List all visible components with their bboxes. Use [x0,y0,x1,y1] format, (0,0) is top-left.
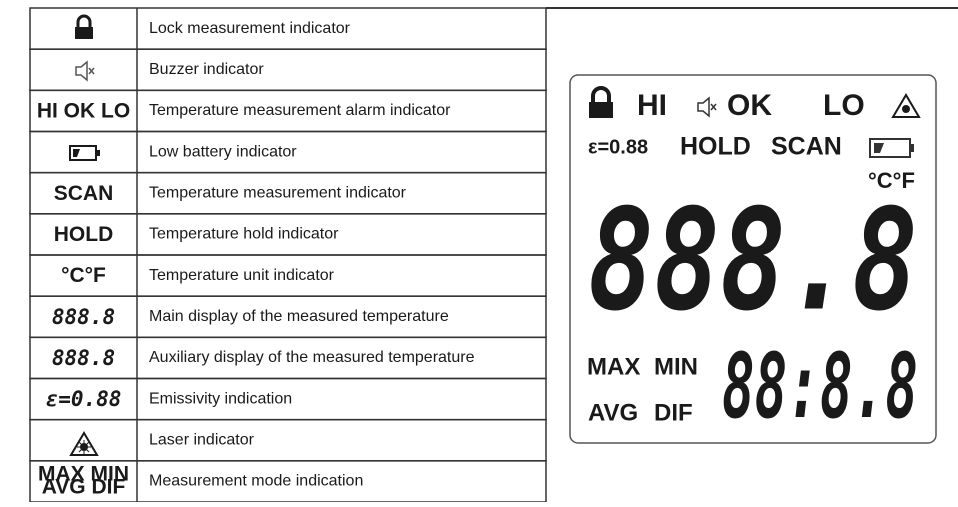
buzzer-icon [76,62,94,80]
lcd-buzzer [698,98,716,116]
row-description: Temperature measurement alarm indicator [149,102,451,119]
lcd-hold: HOLD [680,133,751,161]
row-description: Auxiliary display of the measured temper… [149,349,475,366]
lcd-min: MIN [654,353,698,380]
row-description: Main display of the measured temperature [149,308,449,325]
lcd-lo: LO [823,89,865,122]
row-description: Emissivity indication [149,390,292,407]
lcd-texts: HI OK LO ε=0.88 HOLD SCAN °C°F 888.8 MAX… [587,89,918,439]
table-row [30,49,546,90]
row-symbol: 888.8 [52,346,115,370]
lcd-battery [870,139,914,157]
lcd-lock [589,88,613,118]
laser-icon [71,433,97,455]
row-description: Temperature measurement indicator [149,184,407,201]
row-description: Measurement mode indication [149,473,363,490]
screen: Lock measurement indicator Buzzer indicat… [0,0,958,502]
row-description: Laser indicator [149,431,255,448]
lcd-laser [893,95,919,117]
row-description: Lock measurement indicator [149,20,351,37]
row-description: Temperature hold indicator [149,226,339,243]
lcd-avg: AVG [588,399,638,426]
lcd-hi: HI [637,89,667,122]
row-description: Low battery indicator [149,143,297,160]
lcd-main: 888.8 [588,180,918,343]
page: {"table": {"rows": [ {"description": "Lo… [0,0,958,507]
row-symbol: °C°F [61,264,106,287]
lcd-scan: SCAN [771,133,842,161]
battery-icon [70,146,100,160]
row-symbol: 888.8 [52,305,115,329]
row-symbol: ε=0.88 [46,387,122,411]
lcd-max: MAX [587,353,640,380]
lcd-ok: OK [727,89,772,122]
table-row [30,420,546,461]
row-symbol: HOLD [54,223,114,246]
legend-table: Lock measurement indicator Buzzer indicat… [30,8,546,502]
lock-icon [75,16,93,39]
row-description: Temperature unit indicator [149,267,335,284]
lcd-aux: 88:8.8 [722,334,918,439]
lcd-emissivity: ε=0.88 [588,136,648,158]
lcd-dif: DIF [654,399,693,426]
row-symbol: HI OK LO [37,99,130,122]
row-symbol: SCAN [54,182,114,205]
row-description: Buzzer indicator [149,61,264,78]
